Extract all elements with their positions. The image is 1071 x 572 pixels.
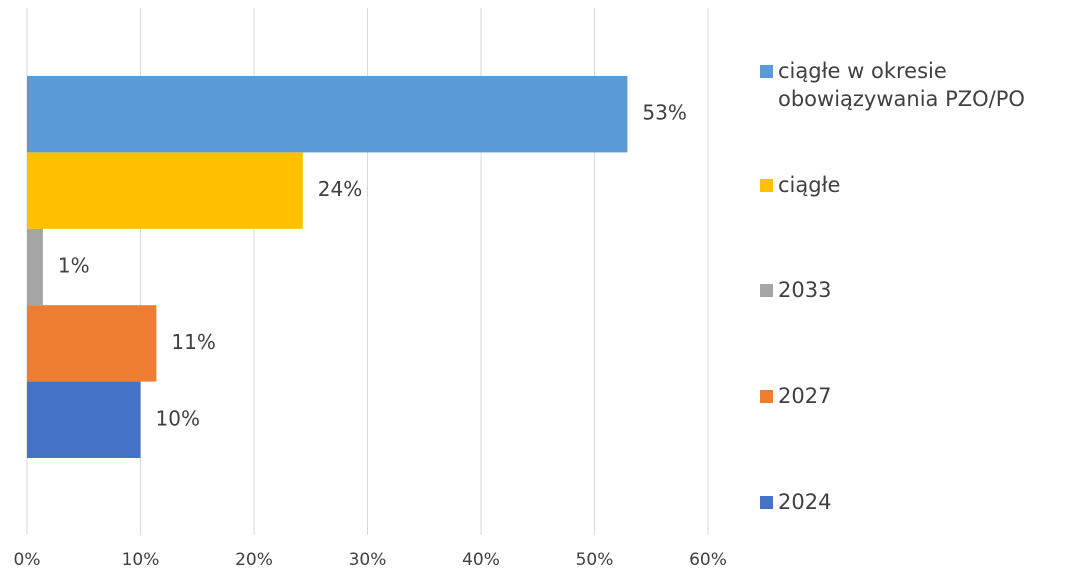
- value-label: 10%: [156, 406, 200, 430]
- legend-item: ciągłe: [760, 171, 1060, 199]
- legend-item: 2024: [760, 488, 1060, 516]
- value-label: 53%: [642, 101, 686, 125]
- bar: [27, 76, 628, 153]
- legend-swatch: [760, 284, 773, 297]
- value-label: 1%: [58, 254, 90, 278]
- legend-label: 2027: [778, 384, 832, 408]
- legend-swatch: [760, 496, 773, 509]
- legend-label: ciągłe w okresie obowiązywania PZO/PO: [778, 59, 1025, 111]
- legend-label: ciągłe: [778, 173, 841, 197]
- bar: [27, 228, 43, 306]
- legend-swatch: [760, 390, 773, 403]
- legend-item: ciągłe w okresie obowiązywania PZO/PO: [760, 57, 1060, 113]
- x-tick-label: 0%: [14, 550, 41, 570]
- x-tick-label: 40%: [462, 550, 500, 570]
- x-tick-label: 20%: [235, 550, 273, 570]
- legend-swatch: [760, 65, 773, 78]
- x-tick-label: 10%: [122, 550, 160, 570]
- legend-label: 2024: [778, 490, 832, 514]
- bar: [27, 381, 141, 458]
- x-tick-label: 50%: [576, 550, 614, 570]
- bar: [27, 305, 157, 382]
- x-tick-label: 30%: [349, 550, 387, 570]
- bar: [27, 152, 303, 229]
- legend-item: 2027: [760, 382, 1060, 410]
- legend-item: 2033: [760, 276, 1060, 304]
- legend-label: 2033: [778, 278, 832, 302]
- legend-swatch: [760, 179, 773, 192]
- x-tick-label: 60%: [689, 550, 727, 570]
- value-label: 24%: [318, 177, 362, 201]
- value-label: 11%: [171, 330, 215, 354]
